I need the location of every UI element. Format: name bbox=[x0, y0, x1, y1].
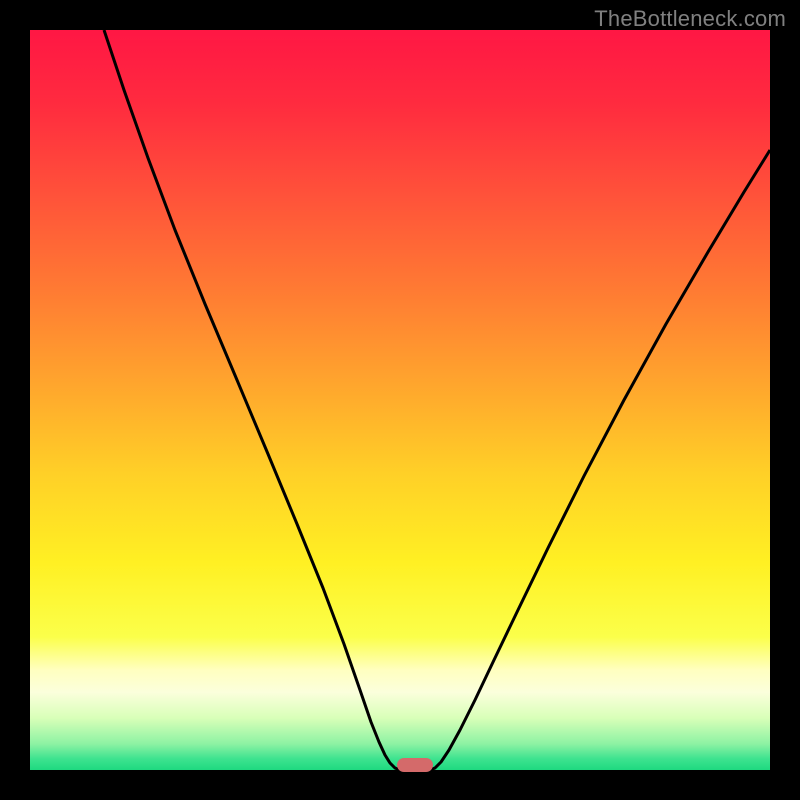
curve-right-branch bbox=[430, 150, 770, 770]
curve-left-branch bbox=[104, 30, 400, 770]
chart-plot-area bbox=[30, 30, 770, 770]
curve-svg bbox=[30, 30, 770, 770]
watermark-text: TheBottleneck.com bbox=[594, 6, 786, 32]
chart-frame bbox=[30, 30, 770, 770]
minimum-marker bbox=[397, 758, 433, 772]
